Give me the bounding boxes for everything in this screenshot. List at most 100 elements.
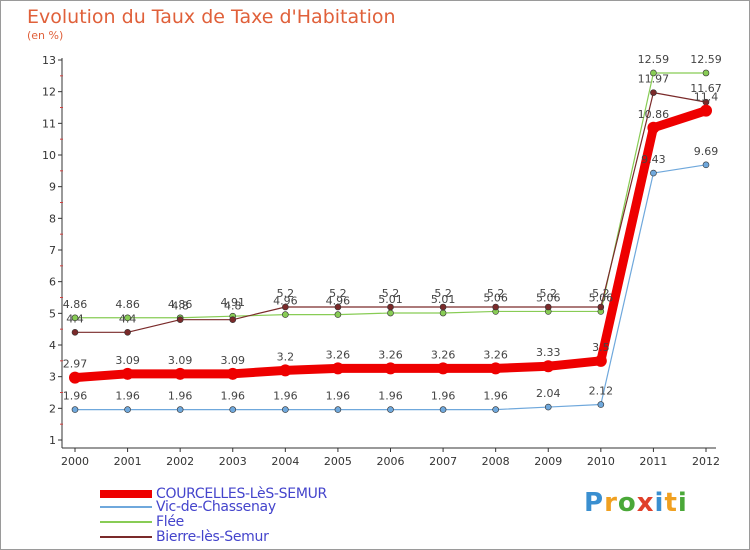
series-point-0	[700, 104, 712, 117]
series-point-3	[176, 316, 184, 323]
data-label: 4.4	[119, 312, 137, 325]
logo-letter: x	[636, 488, 655, 518]
data-label: 5.2	[592, 287, 610, 300]
x-tick-label: 2009	[534, 455, 562, 468]
series-point-0	[279, 364, 292, 377]
data-label: 4.96	[326, 295, 351, 308]
data-label: 4.86	[63, 298, 88, 311]
x-tick-label: 2000	[61, 455, 89, 468]
data-label: 3.09	[115, 354, 140, 367]
x-tick-label: 2001	[114, 455, 142, 468]
legend-label: COURCELLES-LèS-SEMUR	[156, 486, 327, 502]
legend-item: Flée	[100, 514, 184, 530]
legend-label: Flée	[156, 514, 184, 530]
data-label: 5.06	[483, 291, 508, 304]
data-label: 4.86	[168, 298, 193, 311]
series-point-3	[597, 303, 605, 311]
series-point-0	[174, 367, 187, 380]
data-label: 3.26	[483, 348, 508, 361]
y-tick-label: 10	[42, 149, 56, 162]
logo-letter: i	[654, 488, 665, 518]
x-tick-label: 2011	[639, 455, 667, 468]
data-label: 2.12	[589, 385, 614, 398]
series-point-1	[544, 403, 552, 411]
legend-item: Vic-de-Chassenay	[100, 499, 276, 515]
y-tick-label: 9	[49, 181, 56, 194]
series-point-3	[492, 303, 499, 311]
data-label: 3.26	[326, 348, 351, 361]
legend-item: COURCELLES-LèS-SEMUR	[100, 486, 327, 502]
data-label: 12.59	[690, 53, 722, 66]
data-label: 5.01	[431, 293, 456, 306]
data-label: 3.2	[277, 350, 295, 363]
series-point-2	[650, 69, 657, 77]
series-point-1	[282, 406, 289, 413]
legend-item: Bierre-lès-Semur	[100, 529, 269, 545]
series-point-0	[594, 354, 607, 367]
series-point-3	[124, 329, 131, 336]
series-point-2	[334, 311, 342, 318]
data-label: 5.06	[536, 291, 561, 304]
data-label: 1.96	[326, 390, 351, 403]
x-tick-label: 2004	[271, 455, 299, 468]
series-point-0	[69, 371, 81, 384]
x-tick-label: 2002	[166, 455, 194, 468]
y-tick-label: 1	[49, 434, 56, 447]
logo-letter: P	[584, 488, 605, 518]
y-tick-label: 3	[49, 371, 56, 384]
y-tick-label: 13	[42, 54, 56, 67]
data-label: 3.33	[536, 346, 561, 359]
series-point-1	[492, 406, 499, 413]
data-label: 4.8	[171, 300, 189, 313]
data-label: 3.09	[168, 354, 193, 367]
series-point-1	[597, 401, 605, 408]
data-label: 5.2	[329, 287, 347, 300]
proxiti-logo: Proxiti	[584, 488, 688, 518]
series-point-3	[439, 303, 447, 311]
data-label: 4.91	[221, 296, 246, 309]
series-point-0	[489, 362, 502, 375]
series-point-0	[542, 360, 555, 373]
x-tick-label: 2006	[377, 455, 405, 468]
series-point-2	[124, 314, 131, 322]
series-point-2	[439, 309, 447, 317]
data-label: 2.04	[536, 387, 561, 400]
logo-letter: o	[617, 488, 637, 518]
logo-letter: t	[664, 488, 678, 518]
series-point-1	[702, 161, 710, 169]
series-point-3	[334, 303, 342, 311]
y-tick-label: 7	[49, 244, 56, 257]
series-point-3	[71, 329, 79, 336]
series-point-1	[387, 406, 394, 413]
series-point-3	[282, 303, 289, 311]
legend-swatch	[100, 490, 152, 498]
series-point-3	[387, 303, 394, 311]
data-label: 4.4	[66, 312, 84, 325]
chart-subtitle: (en %)	[27, 29, 64, 42]
series-point-3	[229, 316, 237, 323]
data-label: 4.8	[224, 300, 242, 313]
data-label: 11.4	[694, 91, 719, 104]
logo-letter: r	[604, 488, 618, 518]
legend-swatch	[100, 521, 152, 523]
data-label: 1.96	[378, 390, 403, 403]
data-label: 5.2	[434, 287, 452, 300]
data-label: 3.09	[221, 354, 246, 367]
legend-swatch	[100, 506, 152, 508]
y-tick-label: 11	[42, 117, 56, 130]
series-point-3	[650, 89, 657, 96]
series-point-2	[282, 311, 289, 318]
data-label: 1.96	[115, 390, 140, 403]
y-tick-label: 4	[49, 339, 56, 352]
y-tick-label: 12	[42, 86, 56, 99]
series-point-1	[334, 406, 342, 413]
data-label: 1.96	[63, 390, 88, 403]
data-label: 5.2	[487, 287, 505, 300]
data-label: 9.69	[694, 145, 719, 158]
data-label: 10.86	[638, 108, 670, 121]
x-tick-label: 2008	[482, 455, 510, 468]
data-label: 5.2	[277, 287, 295, 300]
x-tick-label: 2010	[587, 455, 615, 468]
data-label: 1.96	[221, 390, 246, 403]
data-label: 4.96	[273, 295, 298, 308]
